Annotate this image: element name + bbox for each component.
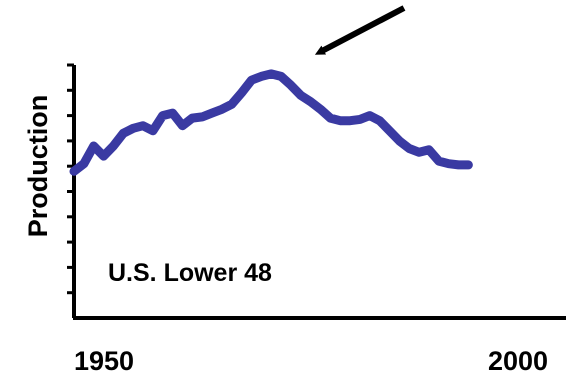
production-line <box>69 69 473 176</box>
y-axis-title: Production <box>23 95 53 238</box>
region-annotation: U.S. Lower 48 <box>108 259 272 287</box>
x-tick-label-2000: 2000 <box>488 346 548 376</box>
chart-axes <box>67 63 566 320</box>
y-axis-ticks <box>67 63 74 295</box>
x-tick-label-1950: 1950 <box>74 346 134 376</box>
peak-arrow <box>314 5 406 55</box>
